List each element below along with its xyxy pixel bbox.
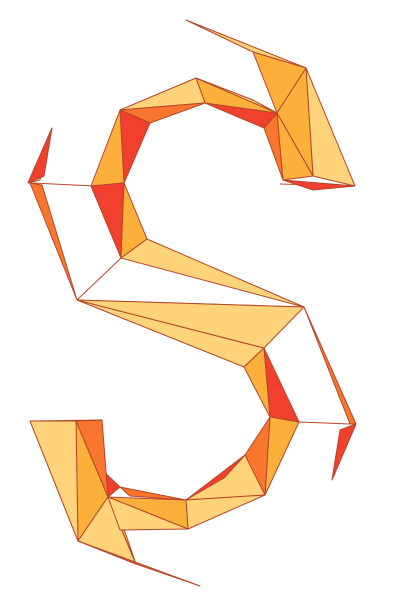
spine xyxy=(77,300,304,367)
lower-curl xyxy=(30,307,356,586)
upper-curl xyxy=(28,20,355,307)
